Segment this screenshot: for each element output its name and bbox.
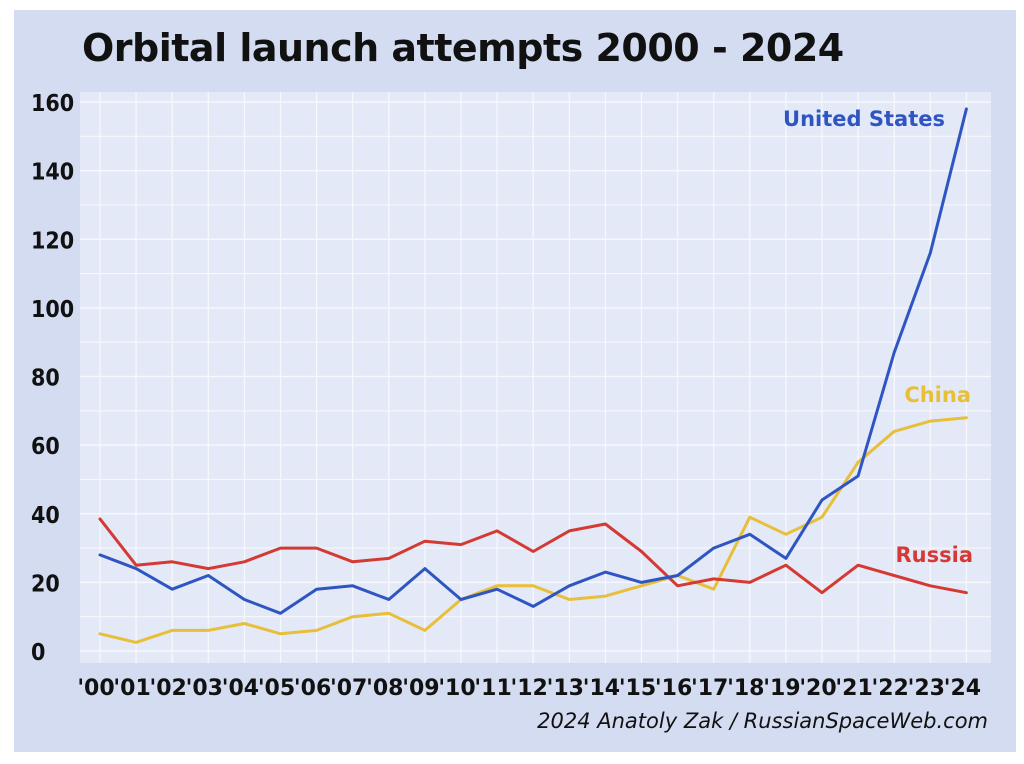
x-tick-label: '09 <box>402 676 439 701</box>
y-axis-ticks: 0 20 40 60 80 100 120 140 160 <box>31 91 74 666</box>
x-tick-label: '16 <box>655 676 692 701</box>
series-line-russia <box>98 517 968 595</box>
credit-text: 2024 Anatoly Zak / RussianSpaceWeb.com <box>537 709 988 733</box>
y-tick-label: 40 <box>31 503 60 529</box>
y-tick-label: 20 <box>31 571 60 597</box>
plot-area <box>80 92 991 663</box>
x-tick-label: '07 <box>330 676 367 701</box>
series-labels: United States China Russia <box>783 107 973 567</box>
x-tick-label: '08 <box>366 676 403 701</box>
x-tick-label: '24 <box>944 676 981 701</box>
y-tick-label: 120 <box>31 228 74 254</box>
x-tick-label: '05 <box>258 676 295 701</box>
series-label-russia: Russia <box>896 543 974 567</box>
x-tick-label: '23 <box>908 676 945 701</box>
x-tick-label: '22 <box>872 676 909 701</box>
x-tick-label: '17 <box>691 676 728 701</box>
x-tick-label: '13 <box>547 676 584 701</box>
series-line-united-states <box>98 107 968 615</box>
x-tick-label: '21 <box>835 676 872 701</box>
x-tick-label: '19 <box>763 676 800 701</box>
x-tick-label: '06 <box>294 676 331 701</box>
x-tick-label: '18 <box>727 676 764 701</box>
x-tick-label: '04 <box>222 676 259 701</box>
y-tick-label: 160 <box>31 91 74 117</box>
chart-title: Orbital launch attempts 2000 - 2024 <box>82 26 844 70</box>
y-tick-label: 140 <box>31 160 74 186</box>
series-lines <box>98 107 968 644</box>
y-tick-label: 60 <box>31 434 60 460</box>
x-tick-label: '03 <box>186 676 223 701</box>
x-tick-label: '14 <box>583 676 620 701</box>
x-axis-ticks: '00'01'02'03'04'05'06'07'08'09'10'11'12'… <box>77 676 981 701</box>
y-tick-label: 100 <box>31 297 74 323</box>
y-tick-label: 80 <box>31 366 60 392</box>
grid-lines <box>80 92 991 663</box>
series-label-united-states: United States <box>783 107 945 131</box>
x-tick-label: '00 <box>77 676 114 701</box>
x-tick-label: '10 <box>438 676 475 701</box>
x-tick-label: '12 <box>511 676 548 701</box>
x-tick-label: '02 <box>150 676 187 701</box>
x-tick-label: '20 <box>799 676 836 701</box>
x-tick-label: '15 <box>619 676 656 701</box>
x-tick-label: '01 <box>113 676 150 701</box>
x-tick-label: '11 <box>474 676 511 701</box>
series-line-china <box>98 416 968 644</box>
series-label-china: China <box>904 383 971 407</box>
y-tick-label: 0 <box>31 640 45 666</box>
